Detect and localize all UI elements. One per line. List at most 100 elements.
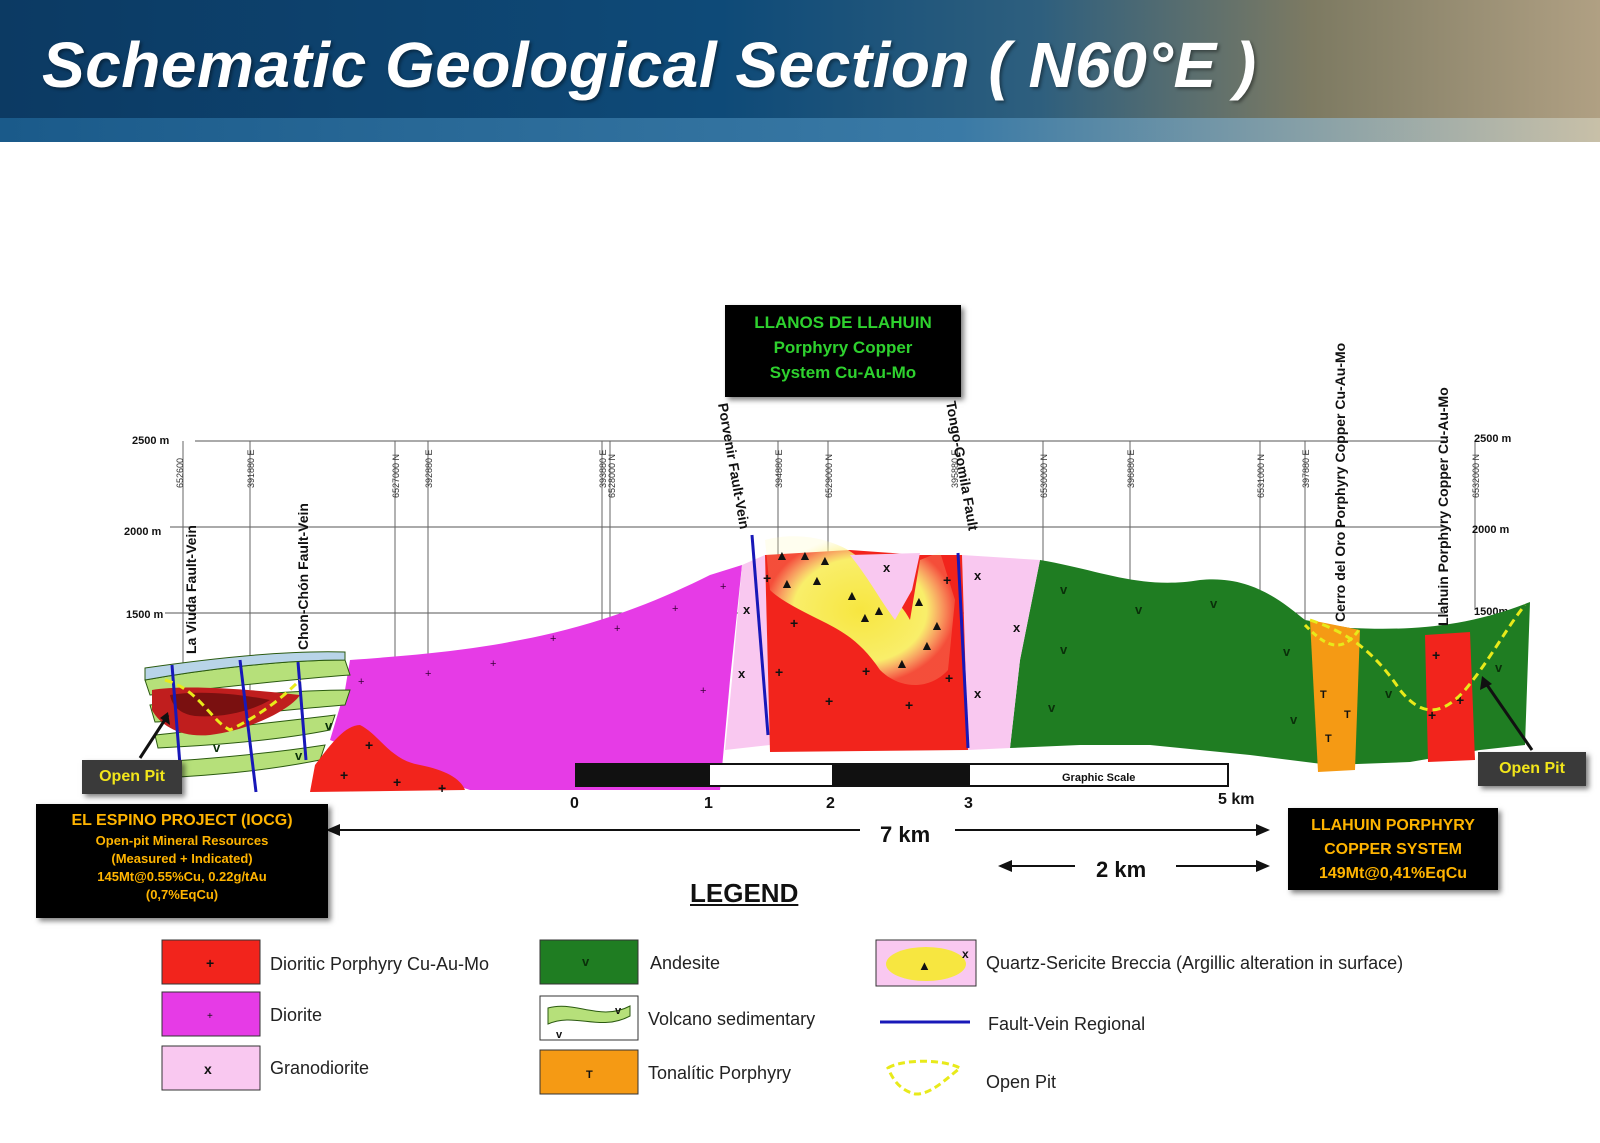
- grid-coordinate-labels: 652600 391880 E 6527000 N 392880 E 39388…: [175, 449, 1481, 498]
- grid-label: 397880 E: [1301, 449, 1311, 488]
- fault-lines: [170, 534, 970, 793]
- arrowhead-open-pit-right: [1480, 676, 1492, 690]
- open-pit-right-label: Open Pit: [1478, 752, 1586, 786]
- legend-dioritic: Dioritic Porphyry Cu-Au-Mo: [270, 954, 490, 974]
- elev-2000-right: 2000 m: [1472, 524, 1510, 536]
- legend-swatch-andesite: [539, 939, 639, 985]
- elev-2500-left: 2500 m: [132, 435, 170, 447]
- svg-text:▲: ▲: [780, 575, 794, 591]
- grid-label: 6531000 N: [1256, 454, 1266, 498]
- svg-text:+: +: [1432, 647, 1440, 663]
- svg-text:▲: ▲: [798, 547, 812, 563]
- svg-text:▲: ▲: [775, 547, 789, 563]
- legend-andesite: Andesite: [650, 953, 721, 973]
- legend-openpit: Open Pit: [986, 1072, 1057, 1092]
- legend-swatch-granodiorite: [161, 1045, 261, 1091]
- svg-text:▲: ▲: [918, 958, 931, 973]
- scale-tick-5: 5 km: [1218, 791, 1254, 808]
- dioritic-symbols: + + + + + + + + + + + + + + +: [340, 570, 1464, 796]
- scale-tick-2: 2: [826, 795, 835, 812]
- svg-text:+: +: [862, 663, 870, 679]
- espino-line2: (Measured + Indicated): [111, 851, 253, 866]
- svg-text:v: v: [1495, 660, 1503, 675]
- diorite-body: [330, 565, 742, 790]
- svg-text:T: T: [1325, 733, 1332, 745]
- svg-text:x: x: [743, 602, 751, 617]
- legend-granodiorite: Granodiorite: [270, 1058, 370, 1078]
- svg-text:+: +: [775, 664, 783, 680]
- open-pit-espino: [164, 678, 302, 732]
- scale-label: Graphic Scale: [1062, 772, 1135, 784]
- llanos-line3: System Cu-Au-Mo: [769, 363, 917, 382]
- llahuin-line2: COPPER SYSTEM: [1324, 841, 1462, 858]
- svg-text:▲: ▲: [920, 637, 934, 653]
- svg-text:v: v: [1210, 596, 1218, 611]
- legend-swatch-tonalitic: [539, 1049, 639, 1095]
- espino-line1: Open-pit Mineral Resources: [95, 833, 269, 848]
- svg-text:+: +: [700, 685, 706, 697]
- svg-text:x: x: [974, 568, 982, 583]
- svg-text:+: +: [438, 780, 446, 796]
- espino-line4: (0,7%EqCu): [145, 887, 219, 902]
- svg-text:T: T: [1320, 689, 1327, 701]
- arrowhead-2km-left: [998, 860, 1012, 872]
- svg-text:+: +: [550, 633, 556, 645]
- svg-text:▲: ▲: [895, 655, 909, 671]
- svg-text:v: v: [582, 954, 590, 969]
- llanos-line1: LLANOS DE LLAHUIN: [754, 313, 932, 332]
- legend-breccia: Quartz-Sericite Breccia (Argillic altera…: [986, 953, 1404, 973]
- svg-text:+: +: [672, 603, 678, 615]
- svg-text:T: T: [1344, 709, 1351, 721]
- tonalitic-porphyry: [1310, 620, 1360, 772]
- svg-text:+: +: [207, 1011, 213, 1022]
- svg-text:v: v: [295, 748, 303, 763]
- svg-text:+: +: [614, 623, 620, 635]
- espino-title: EL ESPINO PROJECT (IOCG): [71, 812, 293, 829]
- arrowhead-7km-right: [1256, 824, 1270, 836]
- distance-2km: 2 km: [1096, 857, 1146, 882]
- legend-diorite: Diorite: [270, 1005, 323, 1025]
- svg-text:+: +: [790, 615, 798, 631]
- svg-text:▲: ▲: [858, 609, 872, 625]
- svg-text:+: +: [206, 955, 214, 971]
- svg-text:v: v: [615, 1005, 622, 1017]
- legend-swatch-diorite: [161, 991, 261, 1037]
- svg-text:x: x: [974, 686, 982, 701]
- svg-text:T: T: [586, 1069, 593, 1081]
- svg-text:+: +: [1456, 692, 1464, 708]
- grid-label: 652600: [175, 458, 185, 488]
- svg-text:x: x: [1013, 620, 1021, 635]
- elev-1500-left: 1500 m: [126, 609, 164, 621]
- svg-text:▲: ▲: [930, 617, 944, 633]
- llahuin-line3: 149Mt@0,41%EqCu: [1318, 865, 1468, 882]
- arrow-open-pit-left: [138, 714, 170, 759]
- elev-2500-right: 2500 m: [1474, 433, 1512, 445]
- arrowhead-open-pit-left: [160, 712, 170, 725]
- svg-text:x: x: [883, 560, 891, 575]
- llahuin-label: Llahuin Porphyry Copper Cu-Au-Mo: [1435, 387, 1451, 626]
- el-espino-project-box: EL ESPINO PROJECT (IOCG) Open-pit Minera…: [36, 804, 328, 918]
- andesite-symbols: v v v v v v v v v v v v: [213, 582, 1503, 763]
- svg-text:+: +: [763, 570, 771, 586]
- scale-tick-3: 3: [964, 795, 973, 812]
- breccia-symbols: ▲ ▲ ▲ ▲ ▲▲ ▲ ▲▲ ▲▲▲: [775, 547, 944, 671]
- distance-7km: 7 km: [880, 822, 930, 847]
- svg-text:+: +: [905, 697, 913, 713]
- svg-text:+: +: [825, 693, 833, 709]
- llahuin-line1: LLAHUIN PORPHYRY: [1311, 817, 1475, 834]
- arrowhead-2km-right: [1256, 860, 1270, 872]
- la-viuda-label: La Viuda Fault-Vein: [183, 525, 199, 654]
- svg-text:▲: ▲: [912, 593, 926, 609]
- llahuin-porphyry-box: LLAHUIN PORPHYRY COPPER SYSTEM 149Mt@0,4…: [1288, 808, 1498, 890]
- elev-2000-left: 2000 m: [124, 526, 162, 538]
- grid-label: 392880 E: [424, 449, 434, 488]
- svg-text:v: v: [213, 740, 221, 755]
- grid-label: 6528000 N: [607, 454, 617, 498]
- legend-swatch-openpit: [886, 1059, 963, 1096]
- svg-text:+: +: [393, 774, 401, 790]
- llanos-line2: Porphyry Copper: [773, 338, 913, 357]
- diorite-symbols: + + + + + + + +: [358, 581, 726, 697]
- grid-label: 396880 E: [1126, 449, 1136, 488]
- grid-label: 6532000 N: [1471, 454, 1481, 498]
